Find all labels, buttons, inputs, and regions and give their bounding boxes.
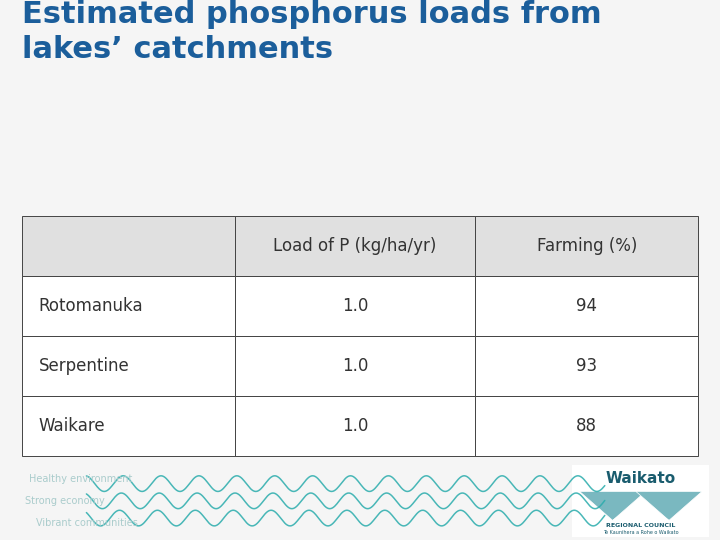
Text: Farming (%): Farming (%) <box>536 237 637 255</box>
FancyBboxPatch shape <box>235 336 475 396</box>
Text: 1.0: 1.0 <box>342 357 368 375</box>
Text: Healthy environment: Healthy environment <box>29 474 132 484</box>
Text: Serpentine: Serpentine <box>39 357 130 375</box>
Text: Te Kaunihera a Rohe o Waikato: Te Kaunihera a Rohe o Waikato <box>603 530 679 536</box>
FancyBboxPatch shape <box>22 336 235 396</box>
Text: 93: 93 <box>576 357 598 375</box>
Text: 88: 88 <box>576 417 597 435</box>
FancyBboxPatch shape <box>475 216 698 276</box>
FancyBboxPatch shape <box>235 216 475 276</box>
Text: Waikato: Waikato <box>606 471 676 487</box>
Text: Strong economy: Strong economy <box>25 496 105 506</box>
Text: Load of P (kg/ha/yr): Load of P (kg/ha/yr) <box>273 237 436 255</box>
FancyBboxPatch shape <box>475 396 698 456</box>
FancyBboxPatch shape <box>475 276 698 336</box>
Text: Vibrant communities: Vibrant communities <box>36 518 138 528</box>
FancyBboxPatch shape <box>475 336 698 396</box>
Polygon shape <box>613 500 669 521</box>
Text: 94: 94 <box>576 297 597 315</box>
Text: Rotomanuka: Rotomanuka <box>39 297 143 315</box>
Text: 1.0: 1.0 <box>342 297 368 315</box>
Polygon shape <box>580 491 646 521</box>
FancyBboxPatch shape <box>22 216 235 276</box>
Text: Waikare: Waikare <box>39 417 105 435</box>
FancyBboxPatch shape <box>22 276 235 336</box>
Text: REGIONAL COUNCIL: REGIONAL COUNCIL <box>606 523 675 529</box>
FancyBboxPatch shape <box>22 396 235 456</box>
FancyBboxPatch shape <box>235 276 475 336</box>
FancyBboxPatch shape <box>572 465 709 537</box>
Text: 1.0: 1.0 <box>342 417 368 435</box>
Polygon shape <box>636 491 702 521</box>
Text: Estimated phosphorus loads from
lakes’ catchments: Estimated phosphorus loads from lakes’ c… <box>22 0 601 64</box>
FancyBboxPatch shape <box>235 396 475 456</box>
